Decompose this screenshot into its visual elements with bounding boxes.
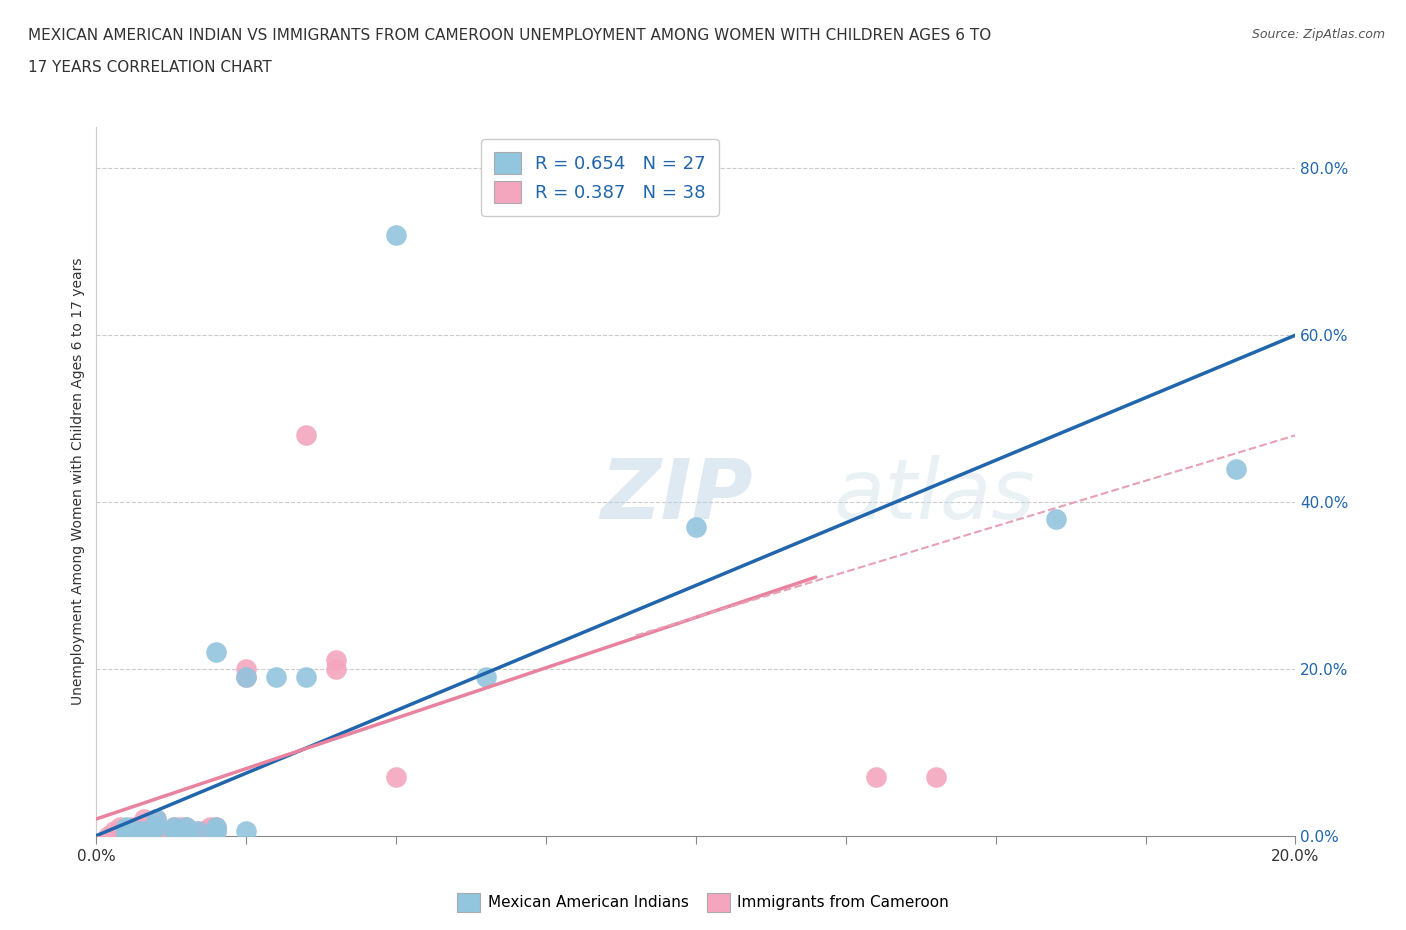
Point bbox=[174, 820, 197, 835]
Point bbox=[163, 820, 186, 835]
Point bbox=[295, 670, 318, 684]
Point bbox=[163, 824, 186, 839]
Point bbox=[181, 824, 204, 839]
Point bbox=[205, 824, 228, 839]
Point bbox=[925, 770, 948, 785]
Point bbox=[145, 812, 167, 827]
Point bbox=[205, 824, 228, 839]
Point bbox=[865, 770, 887, 785]
Point bbox=[115, 824, 138, 839]
Point bbox=[145, 812, 167, 827]
Point bbox=[174, 820, 197, 835]
Legend: R = 0.654   N = 27, R = 0.387   N = 38: R = 0.654 N = 27, R = 0.387 N = 38 bbox=[481, 140, 718, 216]
Point bbox=[115, 820, 138, 835]
Point bbox=[110, 829, 132, 844]
Point bbox=[235, 661, 257, 676]
Point bbox=[1045, 512, 1067, 526]
Point bbox=[187, 824, 209, 839]
Point bbox=[139, 824, 162, 839]
Point bbox=[205, 644, 228, 659]
Point bbox=[139, 829, 162, 844]
Point bbox=[200, 824, 222, 839]
Point bbox=[150, 824, 173, 839]
Point bbox=[145, 820, 167, 835]
Point bbox=[115, 824, 138, 839]
Point bbox=[205, 820, 228, 835]
Point bbox=[115, 829, 138, 844]
Point bbox=[115, 829, 138, 844]
Point bbox=[157, 824, 180, 839]
Point bbox=[127, 820, 149, 835]
Point bbox=[121, 824, 143, 839]
Point bbox=[174, 824, 197, 839]
Point bbox=[264, 670, 287, 684]
Point bbox=[385, 228, 408, 243]
Point bbox=[134, 824, 156, 839]
Point bbox=[121, 820, 143, 835]
Point bbox=[235, 670, 257, 684]
Text: atlas: atlas bbox=[834, 455, 1035, 536]
Legend: Mexican American Indians, Immigrants from Cameroon: Mexican American Indians, Immigrants fro… bbox=[451, 887, 955, 918]
Point bbox=[193, 824, 215, 839]
Point bbox=[295, 428, 318, 443]
Point bbox=[134, 829, 156, 844]
Point bbox=[103, 824, 125, 839]
Text: 17 YEARS CORRELATION CHART: 17 YEARS CORRELATION CHART bbox=[28, 60, 271, 75]
Point bbox=[174, 829, 197, 844]
Point bbox=[134, 824, 156, 839]
Point bbox=[205, 820, 228, 835]
Point bbox=[127, 824, 149, 839]
Text: Source: ZipAtlas.com: Source: ZipAtlas.com bbox=[1251, 28, 1385, 41]
Point bbox=[127, 824, 149, 839]
Y-axis label: Unemployment Among Women with Children Ages 6 to 17 years: Unemployment Among Women with Children A… bbox=[72, 258, 86, 705]
Point bbox=[685, 520, 707, 535]
Point bbox=[163, 820, 186, 835]
Point bbox=[1225, 461, 1247, 476]
Point bbox=[385, 770, 408, 785]
Point bbox=[325, 653, 347, 668]
Point bbox=[145, 820, 167, 835]
Text: ZIP: ZIP bbox=[600, 455, 752, 536]
Point bbox=[174, 824, 197, 839]
Point bbox=[145, 824, 167, 839]
Point bbox=[110, 820, 132, 835]
Point bbox=[325, 661, 347, 676]
Point bbox=[169, 820, 191, 835]
Point bbox=[193, 829, 215, 844]
Text: MEXICAN AMERICAN INDIAN VS IMMIGRANTS FROM CAMEROON UNEMPLOYMENT AMONG WOMEN WIT: MEXICAN AMERICAN INDIAN VS IMMIGRANTS FR… bbox=[28, 28, 991, 43]
Point bbox=[235, 670, 257, 684]
Point bbox=[235, 824, 257, 839]
Point bbox=[475, 670, 498, 684]
Point bbox=[134, 812, 156, 827]
Point bbox=[187, 824, 209, 839]
Point bbox=[97, 829, 120, 844]
Point bbox=[200, 820, 222, 835]
